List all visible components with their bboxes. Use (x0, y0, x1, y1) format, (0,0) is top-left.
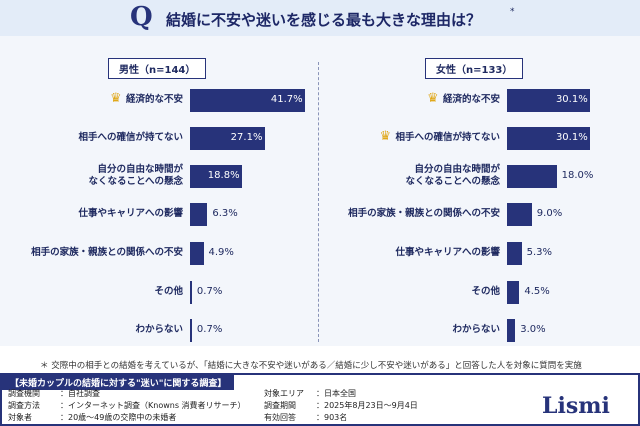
survey-value: ：自社調査 (60, 389, 100, 398)
survey-heading: 【未婚カップルの結婚に対する"迷い"に関する調査】 (2, 375, 235, 390)
bar (190, 88, 305, 112)
bar (507, 88, 590, 112)
survey-value: ：20歳～49歳の交際中の未婚者 (60, 413, 177, 422)
category-label: 仕事やキャリアへの影響 (395, 247, 500, 258)
bar (507, 241, 522, 265)
survey-box: 【未婚カップルの結婚に対する"迷い"に関する調査】 Lismi 調査機関 ：自社調… (0, 373, 640, 426)
category-label: 自分の自由な時間が なくなることへの懸念 (88, 164, 183, 187)
survey-label: 調査期間 (264, 401, 296, 410)
bar (507, 202, 532, 226)
category-label: 自分の自由な時間が なくなることへの懸念 (405, 164, 500, 187)
survey-label: 対象者 (8, 413, 32, 422)
category-label: 相手の家族・親族との関係への不安 (348, 208, 500, 219)
bar (507, 318, 516, 342)
bar (190, 241, 204, 265)
category-label: その他 (471, 286, 500, 297)
value-label: 4.9% (208, 247, 234, 258)
crown-icon: ♛ (109, 91, 122, 106)
value-label: 3.0% (520, 324, 546, 335)
bar (507, 126, 590, 150)
category-label: 経済的な不安 (125, 94, 183, 105)
survey-value: ：日本全国 (316, 389, 356, 398)
value-label: 27.1% (230, 132, 263, 143)
bar (190, 126, 265, 150)
category-label: わからない (452, 324, 500, 335)
survey-label: 調査機関 (8, 389, 40, 398)
survey-value: ：903名 (316, 413, 348, 422)
survey-label: 調査方法 (8, 401, 40, 410)
category-label: わからない (135, 324, 183, 335)
bar (190, 280, 192, 304)
title: 結婚に不安や迷いを感じる最も大きな理由は？ (166, 11, 482, 29)
category-label: 相手の家族・親族との関係への不安 (31, 247, 183, 258)
survey-value: ：2025年8月23日～9月4日 (316, 401, 418, 410)
survey-label: 有効回答 (264, 413, 296, 422)
category-label: 仕事やキャリアへの影響 (78, 208, 183, 219)
category-label: 経済的な不安 (442, 94, 500, 105)
survey-label: 対象エリア (264, 389, 304, 398)
survey-value: ：インターネット調査（Knowns 消費者リサーチ） (60, 401, 246, 410)
bar (190, 318, 192, 342)
value-label: 18.8% (207, 170, 240, 181)
value-label: 30.1% (555, 132, 588, 143)
title-mark: * (510, 7, 515, 17)
value-label: 6.3% (212, 208, 238, 219)
crown-icon: ♛ (426, 91, 439, 106)
value-label: 5.3% (526, 247, 552, 258)
divider (318, 62, 319, 342)
value-label: 0.7% (196, 324, 223, 335)
category-label: その他 (154, 286, 183, 297)
crown-icon: ♛ (379, 129, 392, 144)
value-label: 4.5% (524, 286, 550, 297)
value-label: 30.1% (555, 94, 588, 105)
value-label: 41.7% (270, 94, 303, 105)
value-label: 0.7% (196, 286, 223, 297)
value-label: 18.0% (561, 170, 594, 181)
panel-title: 男性（n=144） (108, 58, 207, 79)
chart-area (0, 36, 640, 346)
category-label: 相手への確信が持てない (78, 132, 183, 143)
q-icon: Q (130, 2, 153, 32)
header (0, 0, 640, 36)
note: ＊ 交際中の相手との結婚を考えているが、「結婚に大きな不安や迷いがある／結婚に少… (40, 361, 582, 371)
value-label: 9.0% (536, 208, 563, 219)
bar (190, 164, 242, 188)
bar (507, 164, 557, 188)
panel-title: 女性（n=133） (425, 58, 524, 79)
bar (190, 202, 208, 226)
logo: Lismi (542, 393, 610, 419)
category-label: 相手への確信が持てない (395, 132, 500, 143)
bar (507, 280, 520, 304)
